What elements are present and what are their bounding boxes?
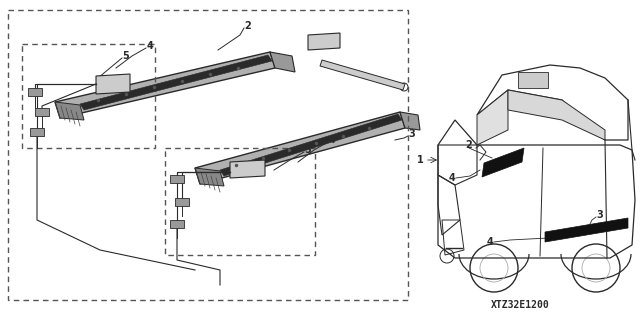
Text: 2: 2 xyxy=(244,21,252,31)
Polygon shape xyxy=(195,112,405,184)
Bar xyxy=(165,148,315,255)
Polygon shape xyxy=(35,108,49,116)
Polygon shape xyxy=(545,218,628,242)
Bar xyxy=(8,10,408,300)
Text: 5: 5 xyxy=(123,51,129,61)
Polygon shape xyxy=(270,52,295,72)
Text: 4: 4 xyxy=(328,135,335,145)
Text: 4: 4 xyxy=(449,173,456,183)
Polygon shape xyxy=(195,168,224,186)
Text: 3: 3 xyxy=(596,210,604,220)
Polygon shape xyxy=(30,128,44,136)
Polygon shape xyxy=(170,175,184,183)
Polygon shape xyxy=(230,160,265,178)
Polygon shape xyxy=(220,114,402,176)
Text: 5: 5 xyxy=(305,145,312,155)
Bar xyxy=(22,44,155,148)
Polygon shape xyxy=(508,90,605,140)
Polygon shape xyxy=(170,220,184,228)
Text: 2: 2 xyxy=(466,140,472,150)
Text: 3: 3 xyxy=(408,129,415,139)
Polygon shape xyxy=(518,72,548,88)
Polygon shape xyxy=(96,74,130,94)
Polygon shape xyxy=(80,55,272,110)
Polygon shape xyxy=(308,33,340,50)
Polygon shape xyxy=(400,112,420,130)
Polygon shape xyxy=(320,60,405,90)
Text: 4: 4 xyxy=(147,41,154,51)
Polygon shape xyxy=(477,90,508,145)
Text: 4: 4 xyxy=(486,237,493,247)
Polygon shape xyxy=(28,88,42,96)
Polygon shape xyxy=(55,52,275,118)
Polygon shape xyxy=(55,102,84,120)
Text: 1: 1 xyxy=(417,155,424,165)
Polygon shape xyxy=(175,198,189,206)
Polygon shape xyxy=(482,148,524,177)
Text: XTZ32E1200: XTZ32E1200 xyxy=(491,300,549,310)
